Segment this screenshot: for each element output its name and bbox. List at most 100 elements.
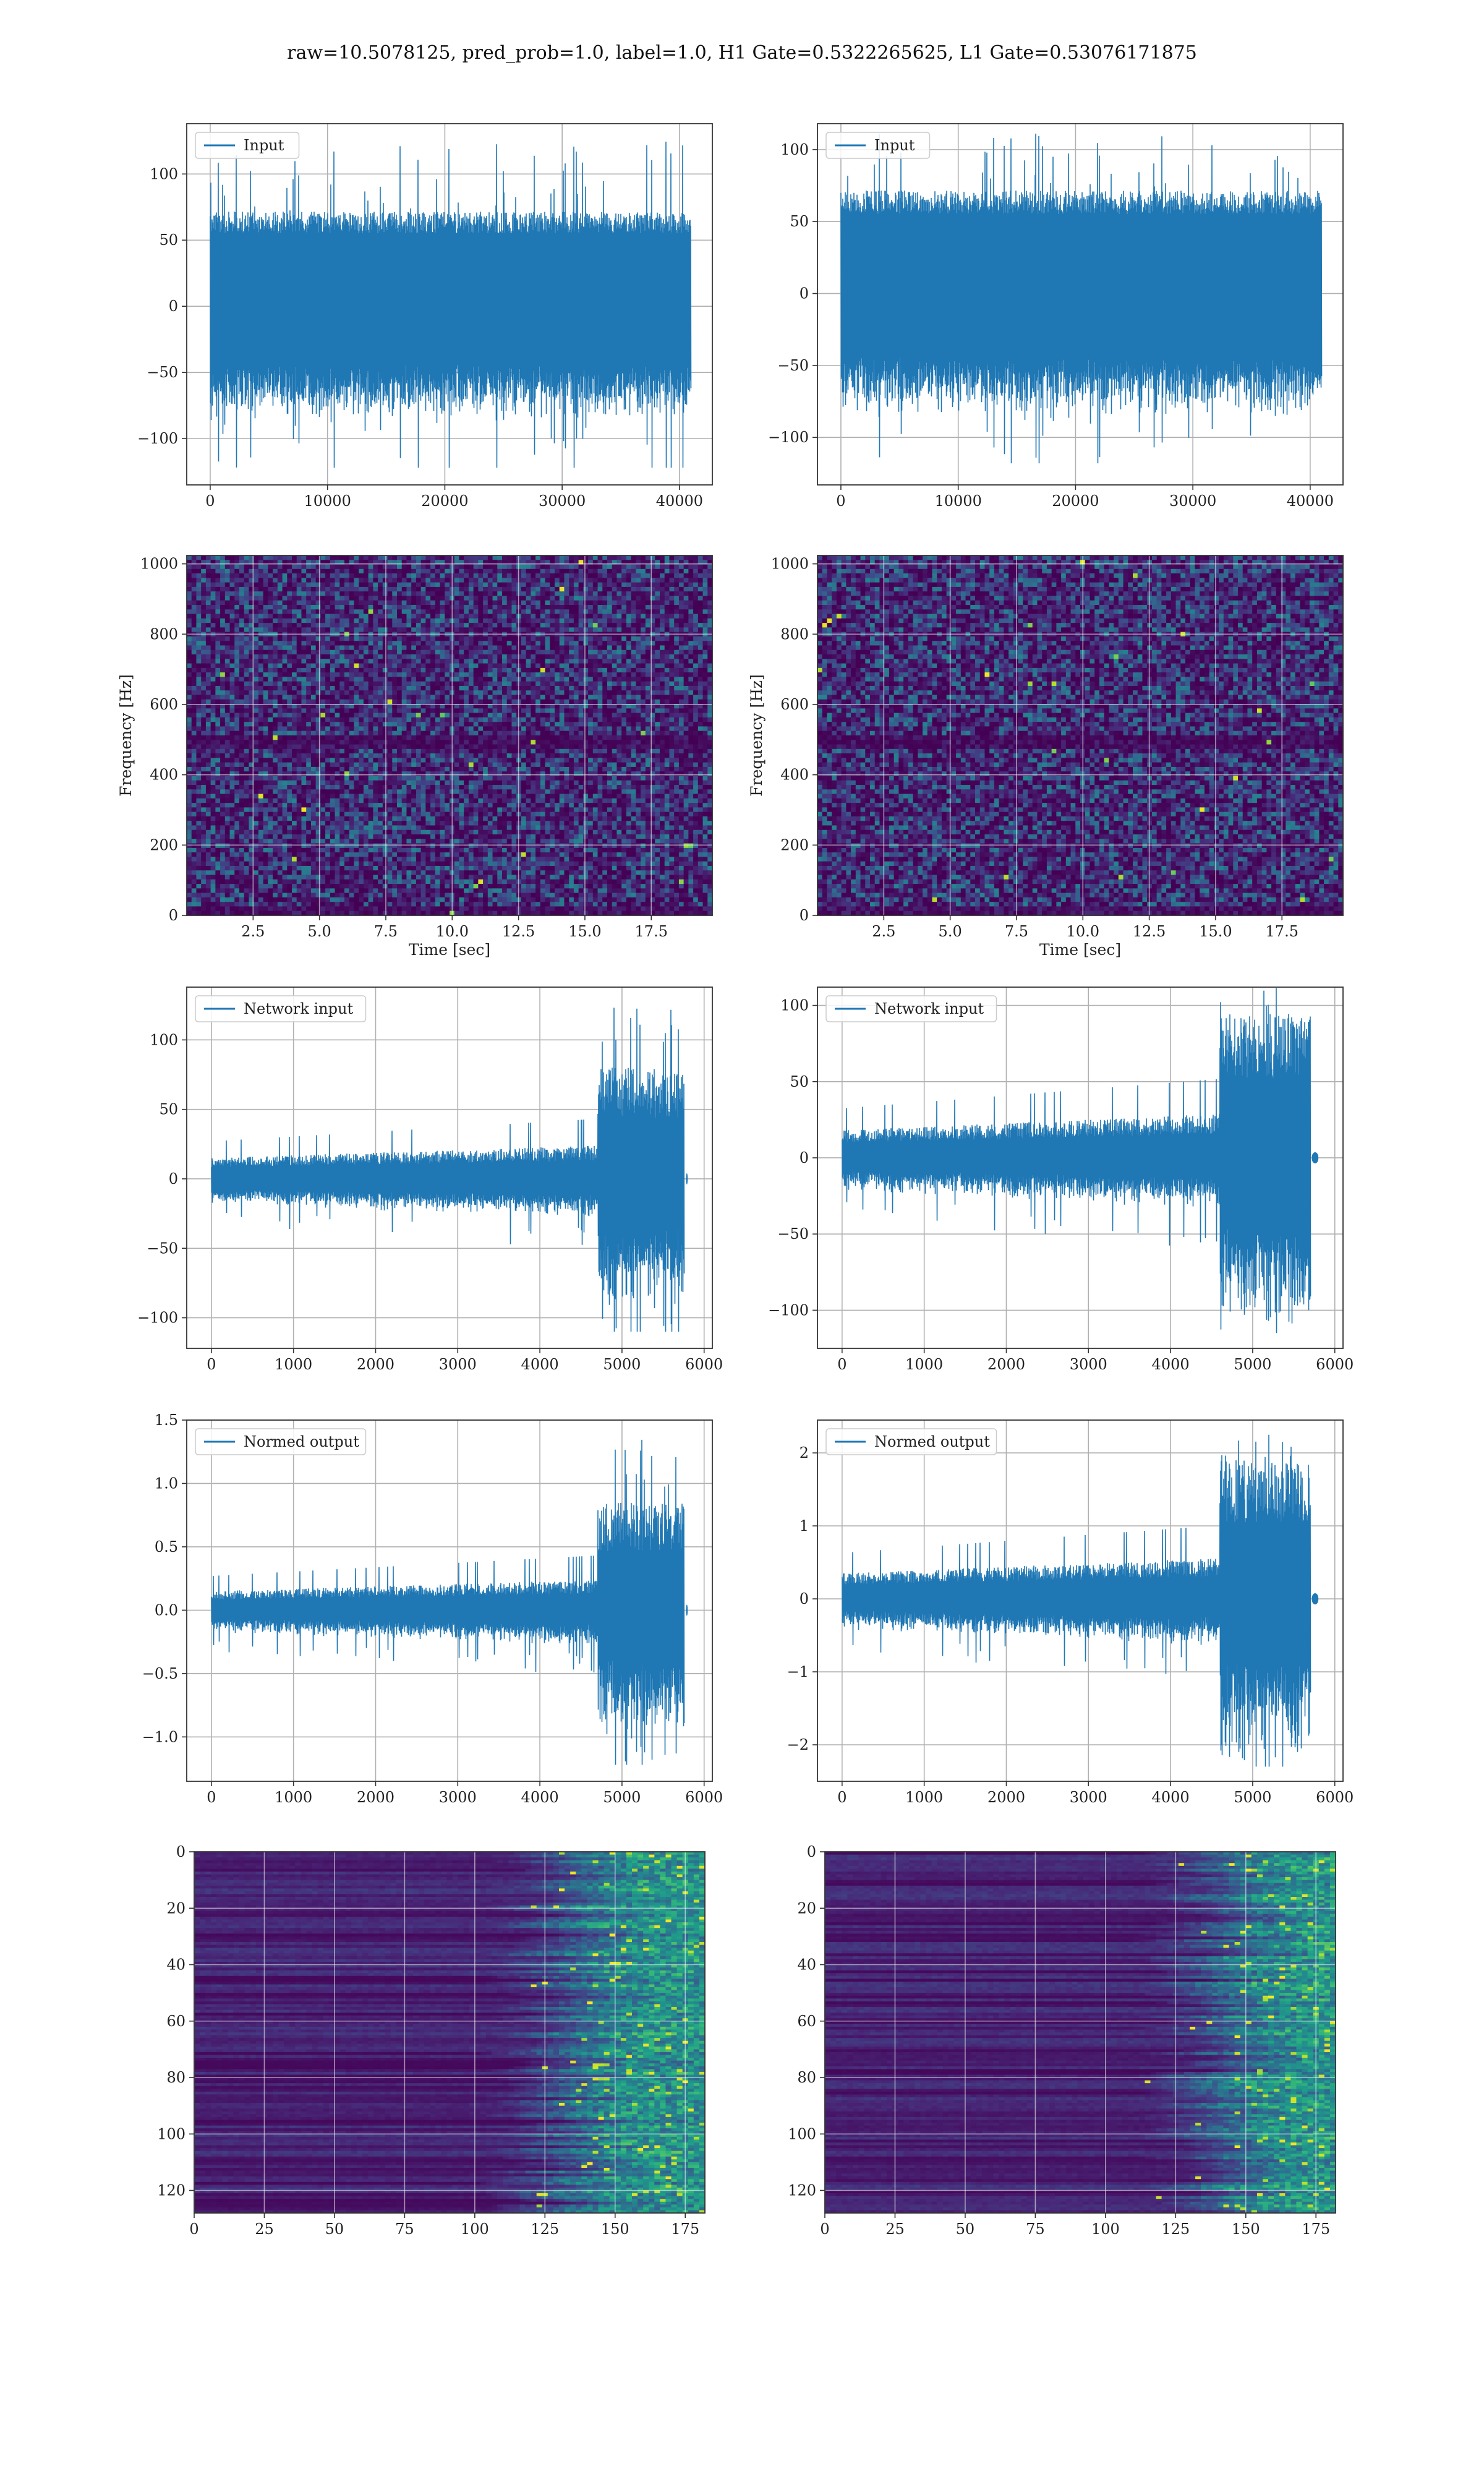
l1-normed-output-panel: 0 1000 2000 3000 4000 5000 6000 −2 −1 0 1 2 Normed o… xyxy=(787,1419,1354,1806)
h1-normed-output-series-line xyxy=(211,1439,685,1765)
l1-normed-output-ytick-label: 1 xyxy=(800,1517,809,1534)
h1-input-legend-label: Input xyxy=(244,137,284,154)
h1-network-input-ytick-label: 50 xyxy=(159,1101,178,1118)
l1-normed-output-xtick-label: 0 xyxy=(837,1789,846,1806)
h1-input-series-line xyxy=(210,141,692,468)
l1-input-xtick-label: 0 xyxy=(836,492,845,510)
h1-feature-map-ytick-label: 80 xyxy=(166,2069,186,2086)
l1-input-ytick-label: 0 xyxy=(800,285,809,302)
l1-normed-output-xtick-label: 6000 xyxy=(1316,1789,1354,1806)
h1-normed-output-ytick-label: 0.0 xyxy=(155,1601,178,1619)
h1-normed-output-xtick-label: 1000 xyxy=(275,1789,312,1806)
h1-spectrogram-xtick-label: 2.5 xyxy=(241,923,265,940)
l1-normed-output-legend: Normed output xyxy=(825,1428,997,1455)
l1-input-panel: 0 10000 20000 30000 40000 −100 −50 0 50 100 Input xyxy=(768,123,1344,510)
l1-network-input-xtick-label: 6000 xyxy=(1316,1356,1354,1373)
h1-network-input-xtick-label: 1000 xyxy=(275,1356,312,1373)
l1-spectrogram-xlabel: Time [sec] xyxy=(1039,941,1121,959)
h1-feature-map-ytick-label: 0 xyxy=(176,1843,186,1860)
h1-spectrogram-ytick-label: 0 xyxy=(169,907,178,924)
l1-network-input-xtick-label: 5000 xyxy=(1234,1356,1271,1373)
h1-input-ytick-label: −50 xyxy=(147,364,178,381)
l1-normed-output-xtick-label: 5000 xyxy=(1234,1789,1271,1806)
l1-spectrogram-xtick-label: 10.0 xyxy=(1067,923,1099,940)
l1-normed-output-xtick-label: 4000 xyxy=(1152,1789,1190,1806)
l1-input-xtick-label: 20000 xyxy=(1052,492,1099,510)
h1-feature-map-ytick-label: 60 xyxy=(166,2013,186,2030)
h1-network-input-legend: Network input xyxy=(195,995,367,1022)
l1-feature-map-ytick-label: 40 xyxy=(797,1956,816,1974)
h1-normed-output-xtick-label: 3000 xyxy=(439,1789,477,1806)
l1-network-input-frame xyxy=(817,987,1344,1349)
h1-input-ytick-label: −100 xyxy=(137,430,178,447)
h1-spectrogram-xtick-label: 5.0 xyxy=(308,923,331,940)
l1-input-series-line xyxy=(840,134,1323,464)
l1-feature-map-ytick-label: 60 xyxy=(797,2013,816,2030)
h1-input-xtick-label: 10000 xyxy=(304,492,351,510)
l1-spectrogram-xtick-label: 7.5 xyxy=(1005,923,1028,940)
h1-spectrogram-image xyxy=(187,555,713,916)
h1-normed-output-xtick-label: 4000 xyxy=(521,1789,559,1806)
h1-network-input-legend-label: Network input xyxy=(244,1000,353,1017)
l1-input-ytick-label: 50 xyxy=(790,213,809,230)
l1-feature-map-xtick-label: 75 xyxy=(1026,2220,1045,2238)
h1-network-input-xtick-label: 2000 xyxy=(357,1356,394,1373)
h1-normed-output-panel: 0 1000 2000 3000 4000 5000 6000 −1.0 −0.5 0.0 0.5 1… xyxy=(142,1411,723,1806)
h1-spectrogram-xlabel: Time [sec] xyxy=(409,941,490,959)
h1-feature-map-frame xyxy=(194,1851,706,2214)
l1-spectrogram-xtick-label: 12.5 xyxy=(1133,923,1166,940)
l1-network-input-legend-label: Network input xyxy=(874,1000,984,1017)
l1-input-ytick-label: −100 xyxy=(768,429,809,446)
l1-feature-map-xtick-label: 125 xyxy=(1161,2220,1190,2238)
l1-input-legend-label: Input xyxy=(874,137,915,154)
l1-feature-map-xtick-label: 175 xyxy=(1302,2220,1330,2238)
h1-network-input-xtick-label: 6000 xyxy=(685,1356,723,1373)
l1-spectrogram-frame xyxy=(817,555,1344,916)
h1-network-input-frame xyxy=(186,987,713,1349)
l1-network-input-series-line xyxy=(842,988,1311,1333)
l1-spectrogram-ytick-label: 600 xyxy=(780,696,809,713)
h1-input-frame xyxy=(186,123,713,486)
h1-input-xtick-label: 20000 xyxy=(421,492,468,510)
l1-input-ytick-label: 100 xyxy=(780,141,809,158)
l1-feature-map-panel: 0 25 50 75 100 125 150 175 0 20 40 60 80 100 120 xyxy=(788,1843,1336,2238)
h1-spectrogram-ylabel: Frequency [Hz] xyxy=(117,674,135,797)
h1-feature-map-xtick-label: 75 xyxy=(395,2220,414,2238)
h1-spectrogram-ytick-label: 600 xyxy=(150,696,178,713)
l1-network-input-xtick-label: 2000 xyxy=(987,1356,1025,1373)
l1-input-legend: Input xyxy=(825,132,931,159)
l1-normed-output-ytick-label: 2 xyxy=(800,1444,809,1462)
figure-title: raw=10.5078125, pred_prob=1.0, label=1.0… xyxy=(0,42,1484,64)
l1-spectrogram-grid xyxy=(817,555,1343,916)
h1-normed-output-xtick-label: 5000 xyxy=(603,1789,641,1806)
h1-normed-output-ytick-label: −1.0 xyxy=(142,1728,178,1745)
l1-feature-map-image xyxy=(825,1852,1336,2214)
h1-normed-output-legend: Normed output xyxy=(195,1428,367,1455)
h1-network-input-series-line xyxy=(211,1008,685,1332)
l1-normed-output-frame xyxy=(817,1419,1344,1782)
l1-network-input-tail-mark xyxy=(1311,1152,1319,1163)
l1-spectrogram-ytick-label: 200 xyxy=(780,836,809,854)
h1-feature-map-ytick-label: 120 xyxy=(157,2182,186,2199)
h1-normed-output-ytick-label: −0.5 xyxy=(142,1665,178,1682)
h1-network-input-ytick-label: −100 xyxy=(137,1309,178,1327)
h1-feature-map-xtick-label: 125 xyxy=(531,2220,559,2238)
l1-normed-output-tail-mark xyxy=(1311,1593,1319,1605)
h1-input-xtick-label: 30000 xyxy=(539,492,586,510)
l1-spectrogram-ytick-label: 400 xyxy=(780,766,809,784)
l1-feature-map-xtick-label: 0 xyxy=(820,2220,829,2238)
l1-input-xtick-label: 30000 xyxy=(1169,492,1216,510)
h1-normed-output-xtick-label: 6000 xyxy=(685,1789,723,1806)
h1-feature-map-xtick-label: 150 xyxy=(601,2220,629,2238)
h1-spectrogram-xtick-label: 17.5 xyxy=(635,923,668,940)
l1-network-input-xtick-label: 0 xyxy=(837,1356,846,1373)
h1-feature-map-xtick-label: 100 xyxy=(461,2220,489,2238)
h1-input-ytick-label: 0 xyxy=(169,297,178,315)
h1-feature-map-ytick-label: 20 xyxy=(166,1899,186,1917)
l1-network-input-xtick-label: 3000 xyxy=(1070,1356,1107,1373)
h1-normed-output-ytick-label: 1.5 xyxy=(155,1411,178,1429)
h1-spectrogram-xtick-label: 15.0 xyxy=(568,923,601,940)
l1-normed-output-ytick-label: 0 xyxy=(800,1590,809,1607)
h1-normed-output-frame xyxy=(186,1419,713,1782)
l1-network-input-xtick-label: 4000 xyxy=(1152,1356,1190,1373)
